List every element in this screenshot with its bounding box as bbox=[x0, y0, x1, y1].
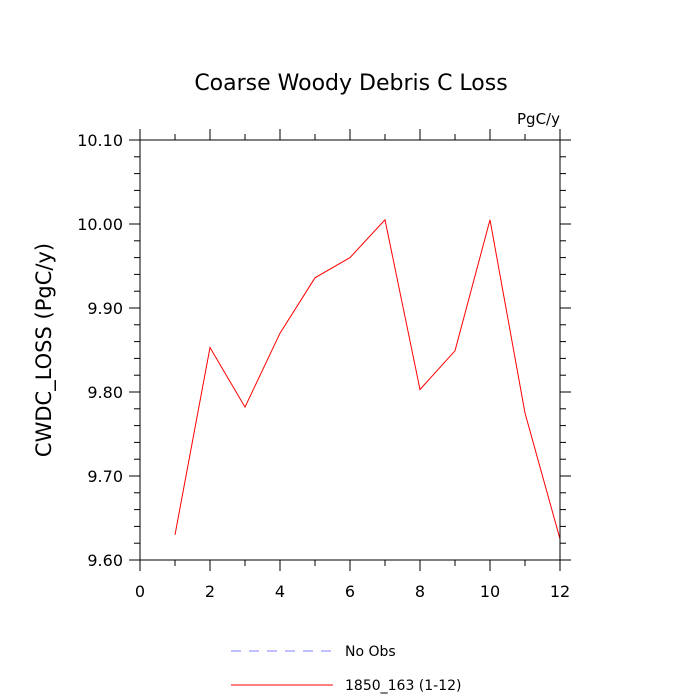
y-tick-label: 10.00 bbox=[77, 215, 123, 234]
ticks bbox=[129, 129, 571, 571]
x-tick-label: 0 bbox=[135, 582, 145, 601]
tick-labels: 0 2 4 6 8 10 12 9.60 9.70 9.80 9.90 10.00 10.10 bbox=[77, 131, 570, 601]
series-line bbox=[174, 218, 561, 540]
x-tick-label: 4 bbox=[275, 582, 285, 601]
chart-title: Coarse Woody Debris C Loss bbox=[194, 71, 507, 96]
legend: No Obs 1850_163 (1-12) bbox=[231, 644, 462, 694]
legend-label: 1850_163 (1-12) bbox=[345, 678, 462, 694]
plot-frame bbox=[139, 139, 561, 561]
legend-label: No Obs bbox=[345, 644, 396, 660]
x-tick-label: 8 bbox=[415, 582, 425, 601]
y-tick-label: 9.70 bbox=[87, 467, 123, 486]
x-tick-label: 6 bbox=[345, 582, 355, 601]
x-tick-label: 2 bbox=[205, 582, 215, 601]
x-tick-label: 12 bbox=[550, 582, 570, 601]
y-tick-label: 9.90 bbox=[87, 299, 123, 318]
units-label: PgC/y bbox=[517, 110, 560, 128]
series-group bbox=[174, 218, 561, 540]
y-tick-label: 9.60 bbox=[87, 551, 123, 570]
x-tick-label: 10 bbox=[480, 582, 500, 601]
y-tick-label: 9.80 bbox=[87, 383, 123, 402]
y-tick-label: 10.10 bbox=[77, 131, 123, 150]
y-axis-label: CWDC_LOSS (PgC/y) bbox=[32, 243, 57, 457]
